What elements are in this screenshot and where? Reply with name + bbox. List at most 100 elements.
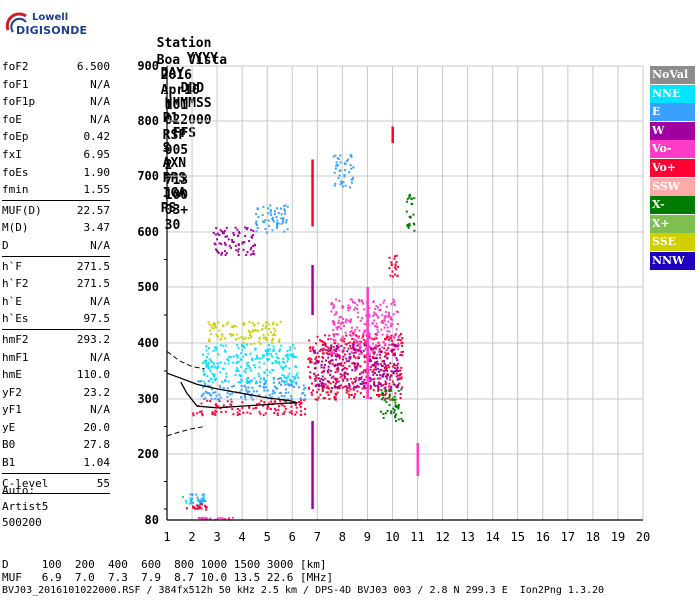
echo-point — [248, 390, 251, 393]
echo-point — [321, 388, 324, 391]
echo-point — [265, 395, 268, 398]
echo-point — [348, 365, 351, 368]
hdr-pps: PPS — [162, 171, 187, 186]
echo-point — [327, 338, 330, 341]
echo-point — [330, 302, 333, 305]
echo-point — [242, 355, 245, 358]
echo-point — [331, 352, 334, 355]
echo-point — [264, 325, 267, 328]
echo-point — [377, 370, 380, 373]
echo-point — [373, 311, 376, 314]
echo-point — [356, 304, 359, 307]
echo-point — [373, 313, 376, 316]
echo-point — [328, 347, 331, 350]
echo-point — [387, 320, 390, 323]
echo-point — [262, 354, 265, 357]
echo-point — [334, 396, 337, 399]
echo-point — [318, 349, 321, 352]
echo-point — [224, 349, 227, 352]
echo-point — [342, 364, 345, 367]
echo-point — [323, 366, 326, 369]
param-row: foEp 0.42 — [2, 128, 110, 146]
echo-point — [364, 347, 367, 350]
echo-vertical-trace — [416, 443, 420, 476]
echo-point — [380, 398, 383, 401]
echo-point — [312, 349, 315, 352]
echo-point — [405, 210, 408, 213]
echo-point — [277, 212, 280, 215]
echo-point — [235, 338, 238, 341]
echo-point — [197, 504, 200, 507]
echo-point — [335, 298, 338, 301]
echo-point — [302, 384, 305, 387]
echo-point — [316, 352, 319, 355]
echo-point — [398, 338, 401, 341]
echo-point — [397, 374, 400, 377]
echo-point — [294, 365, 297, 368]
echo-point — [191, 497, 194, 500]
echo-point — [396, 345, 399, 348]
echo-point — [248, 240, 251, 243]
echo-point — [283, 366, 286, 369]
echo-point — [369, 358, 372, 361]
echo-point — [332, 328, 335, 331]
echo-point — [350, 351, 353, 354]
echo-point — [269, 408, 272, 411]
echo-point — [209, 400, 212, 403]
echo-point — [345, 385, 348, 388]
param-key: foF1p — [2, 95, 36, 109]
echo-point — [395, 372, 398, 375]
echo-point — [370, 386, 373, 389]
echo-point — [222, 344, 225, 347]
param-key: M(D) — [2, 221, 29, 235]
echo-point — [283, 374, 286, 377]
echo-point — [334, 342, 337, 345]
echo-point — [379, 356, 382, 359]
echo-point — [240, 352, 243, 355]
echo-point — [243, 346, 246, 349]
echo-point — [335, 358, 338, 361]
echo-point — [337, 346, 340, 349]
echo-point — [203, 360, 206, 363]
echo-point — [247, 361, 250, 364]
echo-point — [388, 335, 391, 338]
echo-point — [224, 410, 227, 413]
echo-point — [308, 386, 311, 389]
x-tick-label: 5 — [264, 530, 271, 544]
echo-point — [395, 332, 398, 335]
param-key: hmF1 — [2, 350, 29, 364]
echo-point — [282, 221, 285, 224]
val-axn: 713 — [164, 173, 189, 188]
echo-point — [271, 217, 274, 220]
echo-point — [395, 404, 398, 407]
echo-point — [395, 328, 398, 331]
echo-point — [204, 359, 207, 362]
echo-point — [397, 348, 400, 351]
echo-point — [255, 220, 258, 223]
echo-point — [334, 167, 337, 170]
hdr-hhmmss: HHMMSS — [164, 96, 212, 111]
echo-point — [267, 344, 270, 347]
param-key: C-level — [2, 476, 49, 490]
param-key: h`Es — [2, 312, 29, 326]
echo-point — [293, 346, 296, 349]
echo-point — [361, 380, 364, 383]
echo-point — [369, 396, 372, 399]
footer-muf-row: MUF 6.9 7.0 7.3 7.9 8.7 10.0 13.5 22.6 [… — [2, 571, 334, 584]
echo-point — [406, 197, 409, 200]
echo-point — [222, 387, 225, 390]
echo-point — [207, 339, 210, 342]
param-key: yF1 — [2, 403, 22, 417]
echo-point — [214, 233, 217, 236]
echo-point — [286, 353, 289, 356]
echo-point — [402, 350, 405, 353]
echo-point — [386, 377, 389, 380]
echo-point — [280, 365, 283, 368]
echo-point — [339, 161, 342, 164]
echo-point — [236, 361, 239, 364]
echo-point — [322, 347, 325, 350]
echo-point — [335, 312, 338, 315]
echo-point — [359, 345, 362, 348]
echo-point — [388, 330, 391, 333]
echo-point — [273, 412, 276, 415]
